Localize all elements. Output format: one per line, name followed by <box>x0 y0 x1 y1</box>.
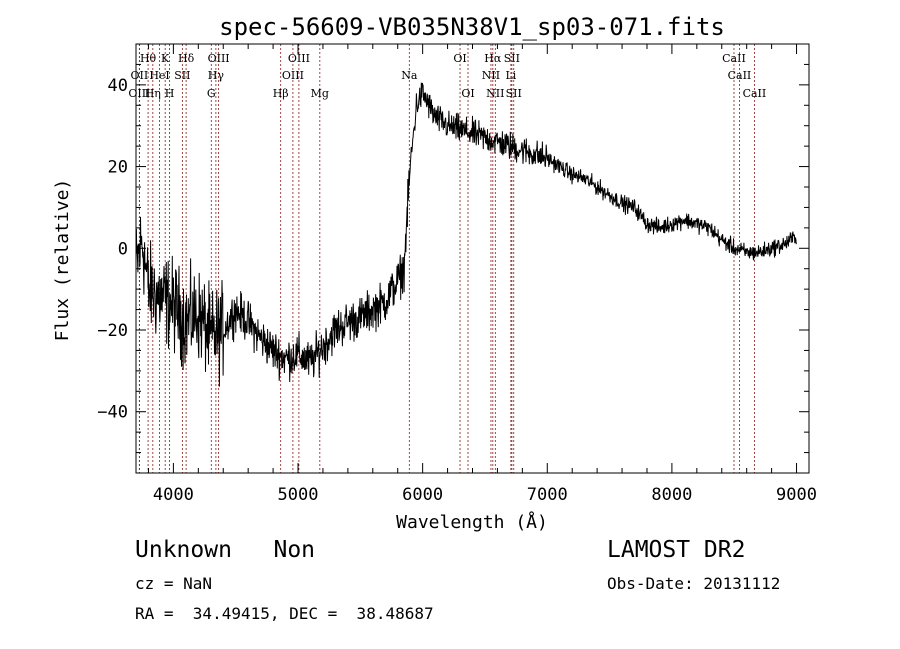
chart-title: spec-56609-VB035N38V1_sp03-071.fits <box>219 13 725 41</box>
line-marker-label: Mg <box>311 87 329 100</box>
object-class-text: Unknown Non <box>135 537 316 563</box>
x-tick-label: 9000 <box>776 485 817 505</box>
line-marker-label: OIII <box>128 87 150 100</box>
line-marker-label: G <box>207 87 216 100</box>
line-marker-label: K <box>161 52 170 65</box>
line-marker-label: OIII <box>208 52 230 65</box>
x-tick-label: 4000 <box>153 485 194 505</box>
line-marker-label: Hβ <box>273 87 289 100</box>
ra-dec-text: RA = 34.49415, DEC = 38.48687 <box>135 604 434 623</box>
line-marker-label: OI <box>461 87 474 100</box>
redshift-text: cz = NaN <box>135 574 213 593</box>
line-marker-label: OI <box>453 52 466 65</box>
line-marker-label: H <box>165 87 175 100</box>
x-tick-label: 8000 <box>651 485 692 505</box>
plot-frame <box>135 43 810 474</box>
line-marker-label: Li <box>505 69 516 82</box>
line-marker-label: OIII <box>288 52 310 65</box>
y-tick-label: −20 <box>97 321 128 341</box>
line-marker-label: OIII <box>282 69 304 82</box>
x-tick-label: 6000 <box>402 485 443 505</box>
line-marker-label: CaII <box>728 69 752 82</box>
line-marker-label: Hγ <box>208 69 225 82</box>
obs-date-text: Obs-Date: 20131112 <box>607 574 781 593</box>
line-marker-label: Na <box>401 69 418 82</box>
x-tick-label: 7000 <box>527 485 568 505</box>
x-tick-label: 5000 <box>278 485 319 505</box>
line-marker-label: Hα <box>484 52 502 65</box>
line-marker-label: SII <box>174 69 190 82</box>
spectrum-line <box>135 82 797 387</box>
line-marker-label: CaII <box>722 52 746 65</box>
line-marker-label: CaII <box>743 87 767 100</box>
line-markers: Hθ OII OIII HeI Hη K H SII Hδ OIII Hγ G Hβ OIII OIII Mg… <box>128 44 766 473</box>
line-marker-label: SII <box>506 87 522 100</box>
y-tick-label: 0 <box>118 239 128 259</box>
line-marker-label: OII <box>131 69 149 82</box>
line-marker-label: HeI <box>149 69 169 82</box>
survey-name: LAMOST DR2 <box>607 537 746 563</box>
y-tick-label: −40 <box>97 403 128 423</box>
line-marker-label: Hη <box>145 87 161 100</box>
line-marker-label: Hθ <box>140 52 157 65</box>
y-tick-label: 20 <box>108 158 128 178</box>
line-marker-label: NII <box>482 69 500 82</box>
line-marker-label: SII <box>504 52 520 65</box>
axes-layer: 4000 5000 6000 7000 8000 9000 −40 −20 0 20 40 <box>97 43 817 505</box>
y-tick-label: 40 <box>108 76 128 96</box>
spectrum-layer <box>135 82 797 387</box>
line-marker-label: NII <box>486 87 504 100</box>
x-axis-label: Wavelength (Å) <box>396 511 548 533</box>
line-marker-label: Hδ <box>178 52 195 65</box>
y-axis-label: Flux (relative) <box>52 179 73 342</box>
